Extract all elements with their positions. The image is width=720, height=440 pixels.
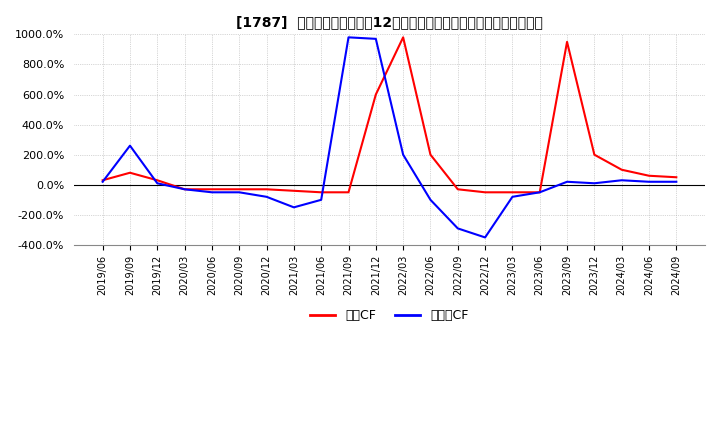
フリーCF <box>344 35 353 40</box>
フリーCF <box>563 179 572 184</box>
フリーCF <box>617 178 626 183</box>
フリーCF <box>454 226 462 231</box>
フリーCF <box>262 194 271 199</box>
フリーCF <box>289 205 298 210</box>
フリーCF <box>508 194 517 199</box>
フリーCF <box>180 187 189 192</box>
フリーCF <box>372 36 380 41</box>
Title: [1787]  キャッシュフローの12か月移動合計の対前年同期増減率の推移: [1787] キャッシュフローの12か月移動合計の対前年同期増減率の推移 <box>236 15 543 29</box>
営業CF <box>481 190 490 195</box>
営業CF <box>454 187 462 192</box>
Legend: 営業CF, フリーCF: 営業CF, フリーCF <box>305 304 474 327</box>
営業CF <box>536 190 544 195</box>
営業CF <box>289 188 298 194</box>
営業CF <box>126 170 135 176</box>
営業CF <box>617 167 626 172</box>
フリーCF <box>481 235 490 240</box>
Line: 営業CF: 営業CF <box>103 37 676 192</box>
フリーCF <box>126 143 135 148</box>
営業CF <box>262 187 271 192</box>
営業CF <box>180 187 189 192</box>
フリーCF <box>426 197 435 202</box>
フリーCF <box>590 181 599 186</box>
フリーCF <box>153 181 161 186</box>
フリーCF <box>672 179 680 184</box>
営業CF <box>153 178 161 183</box>
フリーCF <box>317 197 325 202</box>
営業CF <box>317 190 325 195</box>
フリーCF <box>399 152 408 158</box>
営業CF <box>563 39 572 44</box>
営業CF <box>372 92 380 97</box>
フリーCF <box>99 179 107 184</box>
営業CF <box>99 178 107 183</box>
営業CF <box>426 152 435 158</box>
営業CF <box>399 35 408 40</box>
営業CF <box>344 190 353 195</box>
フリーCF <box>235 190 243 195</box>
営業CF <box>207 187 216 192</box>
フリーCF <box>207 190 216 195</box>
フリーCF <box>644 179 653 184</box>
フリーCF <box>536 190 544 195</box>
営業CF <box>235 187 243 192</box>
営業CF <box>672 175 680 180</box>
Line: フリーCF: フリーCF <box>103 37 676 238</box>
営業CF <box>644 173 653 178</box>
営業CF <box>508 190 517 195</box>
営業CF <box>590 152 599 158</box>
